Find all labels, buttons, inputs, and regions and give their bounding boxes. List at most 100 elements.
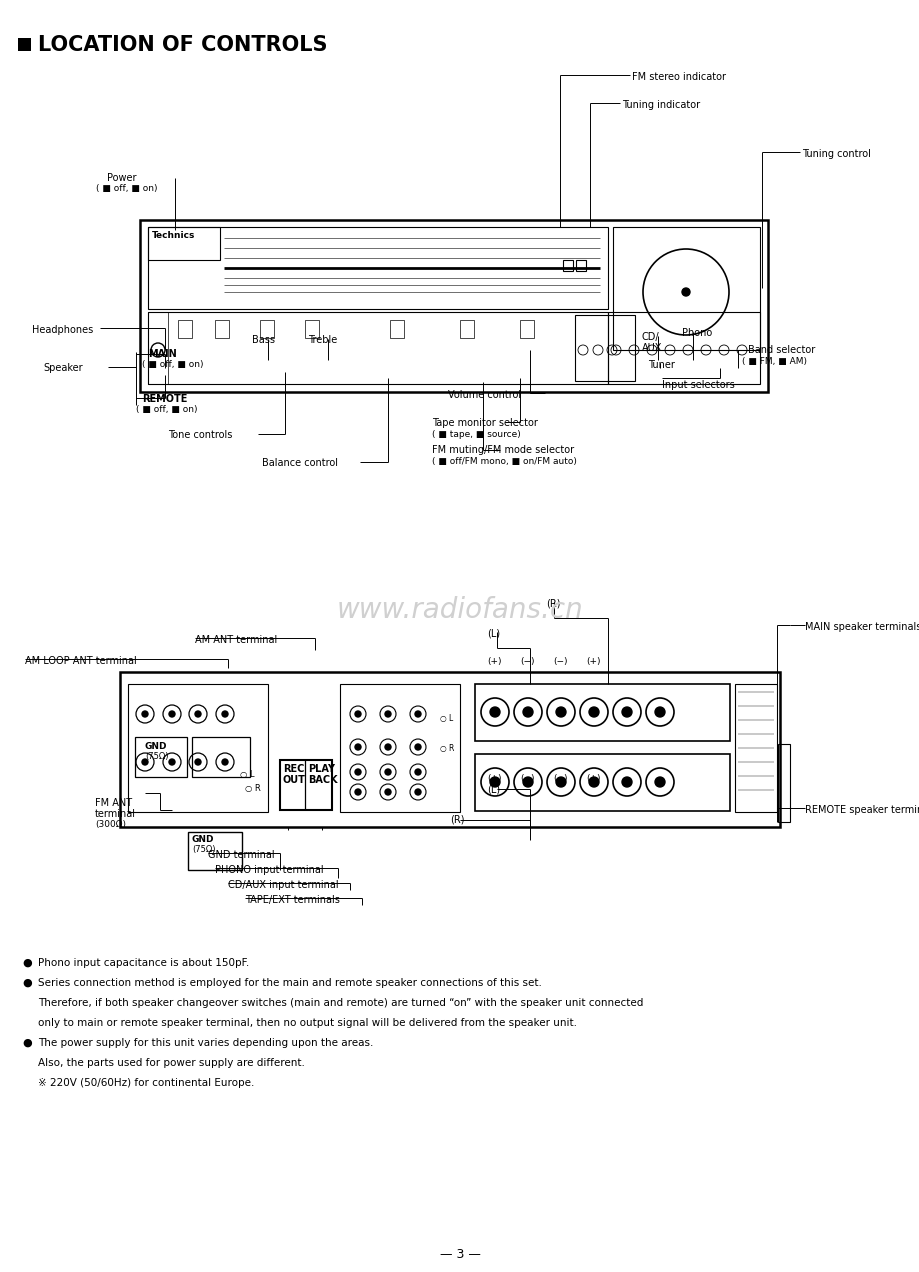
Text: (−): (−) (519, 658, 534, 667)
Bar (119, 672, 779, 827)
Circle shape (221, 711, 228, 717)
Text: ( ■ off/FM mono, ■ on/FM auto): ( ■ off/FM mono, ■ on/FM auto) (432, 457, 576, 466)
Text: (75Ω): (75Ω) (145, 752, 168, 761)
Text: Headphones: Headphones (32, 326, 93, 335)
Text: CD/: CD/ (641, 332, 659, 342)
Circle shape (384, 744, 391, 750)
Text: Volume control: Volume control (448, 391, 520, 399)
Text: (+): (+) (486, 658, 501, 667)
Text: BACK: BACK (308, 775, 337, 785)
Text: (+): (+) (585, 658, 600, 667)
Text: — 3 —: — 3 — (439, 1248, 480, 1261)
Circle shape (414, 711, 421, 717)
Text: Balance control: Balance control (262, 458, 337, 468)
Text: (L): (L) (486, 785, 500, 795)
Bar (390, 321, 403, 338)
Text: Band selector: Band selector (747, 345, 814, 355)
Text: Power: Power (107, 173, 136, 183)
Text: ( ■ off, ■ on): ( ■ off, ■ on) (142, 360, 203, 369)
Text: FM stereo indicator: FM stereo indicator (631, 73, 725, 81)
Circle shape (588, 707, 598, 717)
Text: (R): (R) (545, 598, 560, 608)
Bar (474, 754, 729, 812)
Text: ※ 220V (50/60Hz) for continental Europe.: ※ 220V (50/60Hz) for continental Europe. (38, 1077, 254, 1088)
Text: GND terminal: GND terminal (208, 850, 275, 860)
Text: REMOTE speaker terminals: REMOTE speaker terminals (804, 805, 919, 815)
Bar (148, 312, 168, 384)
Text: Tone controls: Tone controls (168, 430, 233, 440)
Text: GND: GND (192, 834, 214, 845)
Text: Tuner: Tuner (647, 360, 675, 370)
Bar (187, 832, 242, 870)
Text: (+): (+) (585, 773, 600, 784)
Bar (777, 744, 789, 822)
Text: Series connection method is employed for the main and remote speaker connections: Series connection method is employed for… (38, 978, 541, 988)
Bar (128, 684, 267, 812)
Circle shape (384, 711, 391, 717)
Circle shape (681, 287, 689, 296)
Text: PLAY: PLAY (308, 764, 335, 773)
Text: LOCATION OF CONTROLS: LOCATION OF CONTROLS (38, 36, 327, 55)
Bar (607, 312, 759, 384)
Bar (519, 321, 533, 338)
Text: CD/AUX input terminal: CD/AUX input terminal (228, 880, 338, 890)
Text: Phono input capacitance is about 150pF.: Phono input capacitance is about 150pF. (38, 958, 249, 968)
Bar (734, 684, 777, 812)
Text: The power supply for this unit varies depending upon the areas.: The power supply for this unit varies de… (38, 1038, 373, 1048)
Text: PHONO input terminal: PHONO input terminal (215, 865, 323, 875)
Text: only to main or remote speaker terminal, then no output signal will be delivered: only to main or remote speaker terminal,… (38, 1018, 576, 1028)
Text: ●: ● (22, 1038, 32, 1048)
Circle shape (490, 707, 499, 717)
Text: ○ L: ○ L (439, 714, 453, 722)
Text: (−): (−) (519, 773, 534, 784)
Circle shape (522, 777, 532, 787)
Text: Speaker: Speaker (43, 363, 83, 373)
Circle shape (384, 789, 391, 795)
Text: ●: ● (22, 978, 32, 988)
Bar (279, 759, 332, 810)
Circle shape (555, 707, 565, 717)
Bar (460, 321, 473, 338)
Text: ○ R: ○ R (244, 784, 260, 792)
Circle shape (195, 759, 200, 764)
Text: TAPE/EXT terminals: TAPE/EXT terminals (244, 895, 339, 904)
Circle shape (169, 711, 175, 717)
Circle shape (384, 770, 391, 775)
Text: Therefore, if both speaker changeover switches (main and remote) are turned “on”: Therefore, if both speaker changeover sw… (38, 999, 642, 1007)
Circle shape (355, 711, 360, 717)
Bar (215, 321, 229, 338)
Text: Bass: Bass (252, 335, 275, 345)
Text: ( ■ FM, ■ AM): ( ■ FM, ■ AM) (742, 357, 806, 366)
Bar (177, 321, 192, 338)
Text: (L): (L) (486, 628, 500, 639)
Circle shape (555, 777, 565, 787)
Bar (192, 736, 250, 777)
Text: GND: GND (145, 742, 167, 750)
Circle shape (169, 759, 175, 764)
Text: (−): (−) (552, 773, 567, 784)
Circle shape (621, 707, 631, 717)
Bar (562, 259, 573, 271)
Text: terminal: terminal (95, 809, 136, 819)
Text: Tape monitor selector: Tape monitor selector (432, 418, 538, 427)
Text: Tuning indicator: Tuning indicator (621, 100, 699, 109)
Text: Technics: Technics (152, 232, 195, 240)
Bar (305, 321, 319, 338)
Text: MAIN: MAIN (148, 349, 176, 359)
Bar (140, 220, 767, 392)
Circle shape (621, 777, 631, 787)
Circle shape (490, 777, 499, 787)
Text: FM muting/FM mode selector: FM muting/FM mode selector (432, 445, 573, 455)
Text: Treble: Treble (308, 335, 337, 345)
Bar (474, 684, 729, 742)
Bar (612, 226, 759, 350)
Circle shape (522, 707, 532, 717)
Circle shape (355, 789, 360, 795)
Text: ●: ● (22, 958, 32, 968)
Text: AUX: AUX (641, 343, 662, 354)
Circle shape (195, 711, 200, 717)
Circle shape (142, 711, 148, 717)
Text: AM LOOP ANT terminal: AM LOOP ANT terminal (25, 656, 137, 667)
Text: (+): (+) (486, 773, 501, 784)
Circle shape (654, 777, 664, 787)
